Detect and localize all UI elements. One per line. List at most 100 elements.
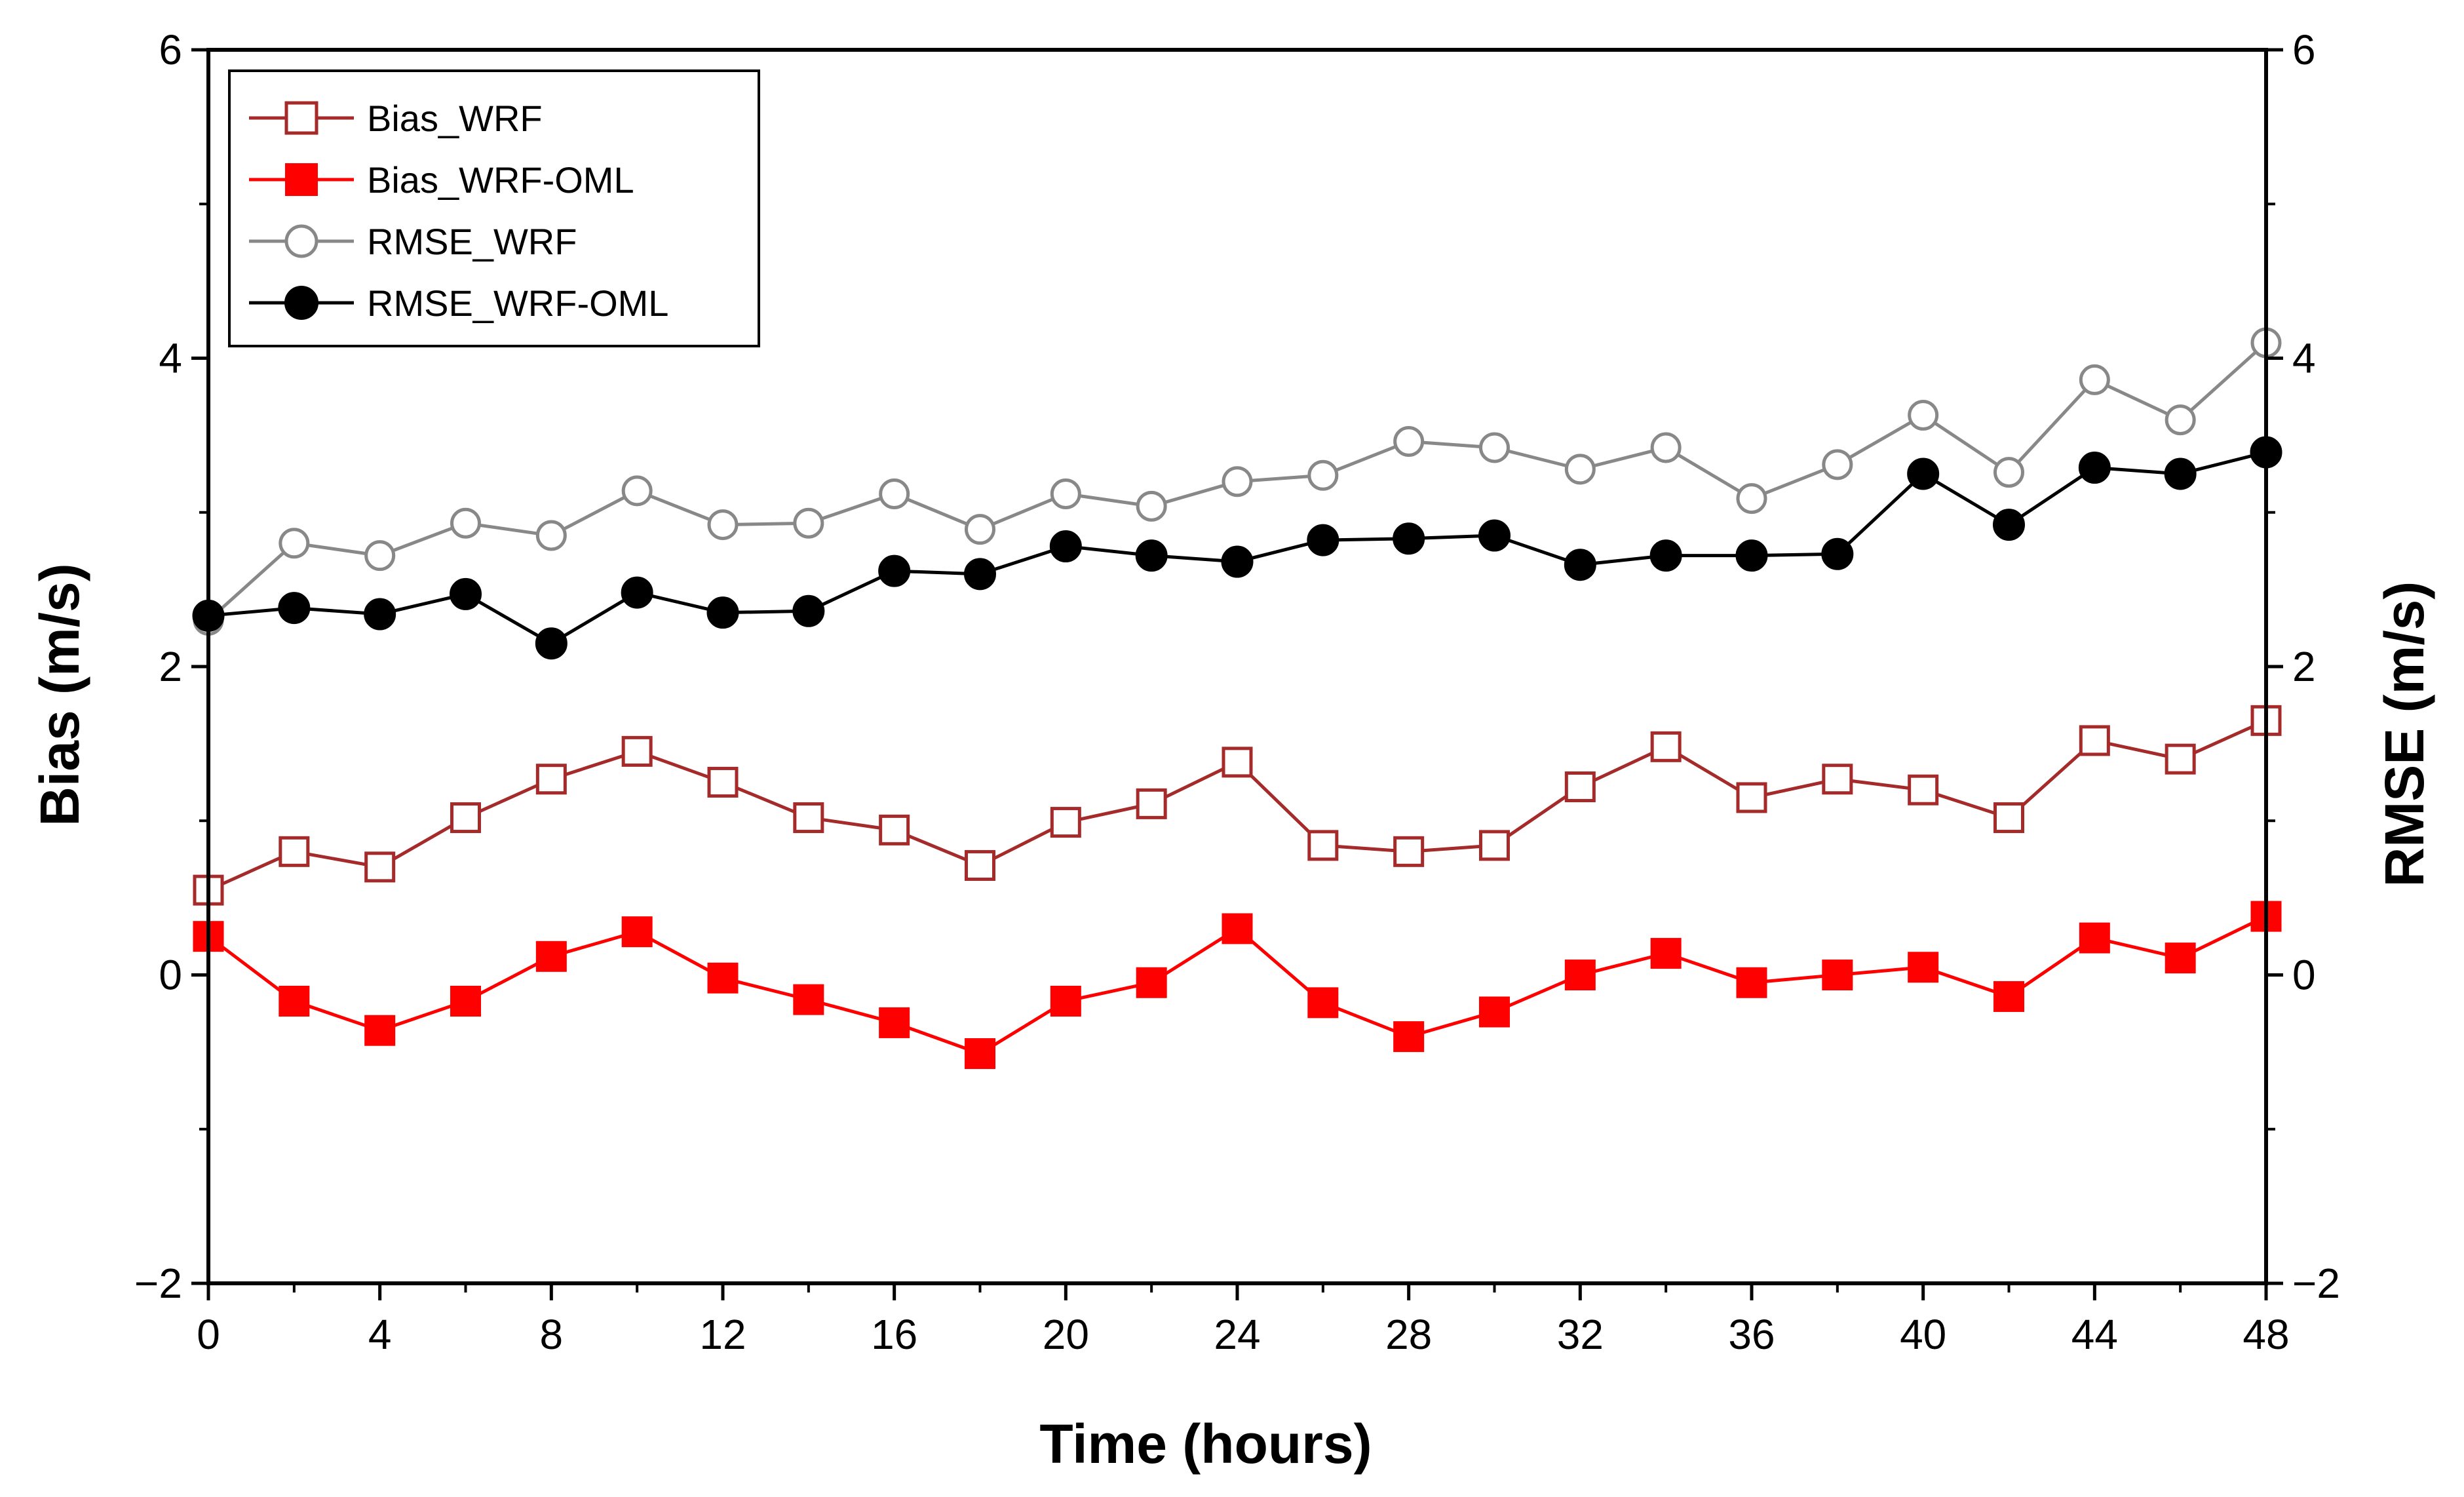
data-point-bias-wrf bbox=[535, 764, 567, 795]
legend-entry-rmse-wrf: RMSE_WRF bbox=[249, 221, 577, 262]
data-point-bias-wrf-oml bbox=[1993, 981, 2024, 1012]
y-tick-label-left: 0 bbox=[159, 952, 182, 999]
data-point-bias-wrf-oml bbox=[1393, 1021, 1425, 1053]
y-tick-label-right: 2 bbox=[2292, 643, 2316, 690]
data-point-rmse-wrf-oml bbox=[1649, 539, 1682, 572]
y-tick-label-left: 4 bbox=[159, 335, 182, 382]
data-point-rmse-wrf-oml bbox=[1564, 549, 1596, 581]
data-point-rmse-wrf bbox=[621, 475, 653, 507]
data-point-bias-wrf bbox=[279, 836, 310, 867]
data-point-bias-wrf bbox=[1993, 802, 2024, 834]
data-point-rmse-wrf-oml bbox=[535, 627, 568, 660]
data-point-rmse-wrf bbox=[1564, 454, 1596, 485]
data-point-bias-wrf-oml bbox=[2165, 943, 2196, 974]
legend-entry-rmse-wrf-oml: RMSE_WRF-OML bbox=[249, 282, 668, 324]
series-bias-wrf bbox=[193, 705, 2282, 906]
y-tick-label-right: 0 bbox=[2292, 952, 2316, 999]
data-point-rmse-wrf-oml bbox=[1735, 539, 1768, 572]
data-point-bias-wrf-oml bbox=[707, 962, 739, 994]
data-point-rmse-wrf bbox=[1050, 478, 1081, 510]
data-point-rmse-wrf bbox=[450, 507, 481, 539]
data-point-rmse-wrf-oml bbox=[450, 577, 482, 610]
data-point-rmse-wrf bbox=[1222, 466, 1253, 497]
data-point-rmse-wrf-oml bbox=[706, 596, 739, 629]
data-point-bias-wrf bbox=[1479, 830, 1510, 861]
data-point-bias-wrf bbox=[1822, 764, 1853, 795]
data-point-bias-wrf bbox=[621, 735, 653, 767]
data-point-rmse-wrf-oml bbox=[2164, 457, 2197, 490]
data-point-bias-wrf-oml bbox=[1136, 967, 1167, 998]
data-point-bias-wrf bbox=[450, 802, 481, 834]
data-point-rmse-wrf bbox=[1136, 490, 1167, 522]
data-point-bias-wrf-oml bbox=[1307, 987, 1339, 1019]
legend-label-rmse-wrf-oml: RMSE_WRF-OML bbox=[367, 282, 668, 324]
data-point-rmse-wrf-oml bbox=[278, 592, 311, 625]
data-point-bias-wrf-oml bbox=[1564, 960, 1596, 990]
series-layer bbox=[192, 327, 2282, 1069]
data-point-bias-wrf-oml bbox=[2079, 922, 2110, 954]
data-point-rmse-wrf bbox=[1307, 459, 1339, 491]
data-point-bias-wrf-oml bbox=[535, 941, 567, 972]
data-point-rmse-wrf-oml bbox=[792, 594, 825, 627]
x-tick-label: 40 bbox=[1900, 1311, 1946, 1358]
legend-label-bias-wrf: Bias_WRF bbox=[367, 98, 543, 139]
data-point-bias-wrf-oml bbox=[965, 1038, 995, 1069]
data-point-rmse-wrf-oml bbox=[1221, 545, 1254, 578]
series-rmse-wrf-oml bbox=[192, 436, 2282, 660]
data-point-rmse-wrf-oml bbox=[1393, 522, 1425, 555]
data-point-rmse-wrf-oml bbox=[621, 576, 653, 609]
data-point-rmse-wrf bbox=[965, 514, 995, 545]
data-point-bias-wrf bbox=[1564, 771, 1596, 802]
y-tick-label-right: 6 bbox=[2292, 26, 2316, 73]
series-line-bias-wrf bbox=[207, 719, 2267, 892]
data-point-bias-wrf-oml bbox=[1736, 967, 1767, 998]
data-point-rmse-wrf-oml bbox=[364, 598, 396, 631]
data-point-rmse-wrf bbox=[1393, 426, 1425, 457]
data-point-bias-wrf bbox=[364, 851, 396, 883]
y-tick-label-left: −2 bbox=[134, 1260, 182, 1307]
data-point-rmse-wrf-oml bbox=[2078, 452, 2111, 484]
data-point-rmse-wrf bbox=[1479, 432, 1510, 463]
data-point-bias-wrf bbox=[1393, 836, 1425, 867]
data-point-rmse-wrf bbox=[1993, 457, 2024, 488]
data-point-bias-wrf bbox=[1222, 747, 1253, 778]
data-point-rmse-wrf bbox=[535, 520, 567, 551]
data-point-rmse-wrf bbox=[1736, 483, 1767, 515]
data-point-bias-wrf bbox=[2079, 725, 2110, 756]
data-point-bias-wrf-oml bbox=[450, 985, 481, 1017]
data-point-bias-wrf-oml bbox=[1650, 938, 1682, 969]
data-point-bias-wrf-oml bbox=[879, 1007, 910, 1038]
y-tick-label-left: 2 bbox=[159, 643, 182, 690]
data-point-bias-wrf-oml bbox=[1222, 913, 1253, 944]
legend-entry-bias-wrf-oml: Bias_WRF-OML bbox=[249, 159, 634, 201]
data-point-bias-wrf-oml bbox=[793, 984, 824, 1015]
series-bias-wrf-oml bbox=[193, 901, 2282, 1069]
data-point-bias-wrf bbox=[2165, 743, 2196, 775]
data-point-rmse-wrf bbox=[364, 540, 396, 572]
data-point-rmse-wrf-oml bbox=[1135, 539, 1168, 572]
data-point-rmse-wrf-oml bbox=[964, 558, 996, 591]
data-point-bias-wrf-oml bbox=[1479, 996, 1510, 1028]
x-tick-label: 44 bbox=[2071, 1311, 2118, 1358]
data-point-bias-wrf-oml bbox=[621, 916, 653, 948]
x-tick-label: 8 bbox=[540, 1311, 564, 1358]
data-point-bias-wrf bbox=[1050, 807, 1081, 838]
x-tick-label: 24 bbox=[1214, 1311, 1260, 1358]
y-axis-title-left: Bias (m/s) bbox=[29, 563, 90, 826]
data-point-bias-wrf bbox=[965, 849, 995, 881]
data-point-bias-wrf bbox=[879, 814, 910, 846]
legend-marker-square-open bbox=[284, 101, 318, 135]
x-tick-label: 0 bbox=[197, 1311, 220, 1358]
data-point-bias-wrf-oml bbox=[1822, 960, 1853, 990]
y-axis-title-right: RMSE (m/s) bbox=[2374, 581, 2435, 887]
data-point-rmse-wrf-oml bbox=[1478, 519, 1511, 552]
legend-marker-square-filled bbox=[285, 163, 318, 196]
data-point-bias-wrf bbox=[1736, 782, 1767, 813]
legend: Bias_WRF Bias_WRF-OML RMSE_WRF RMSE_WRF-… bbox=[228, 69, 760, 347]
data-point-rmse-wrf bbox=[2079, 364, 2110, 395]
x-tick-label: 48 bbox=[2243, 1311, 2289, 1358]
data-point-bias-wrf bbox=[1650, 731, 1682, 762]
data-point-bias-wrf bbox=[707, 766, 739, 798]
x-tick-label: 4 bbox=[368, 1311, 392, 1358]
